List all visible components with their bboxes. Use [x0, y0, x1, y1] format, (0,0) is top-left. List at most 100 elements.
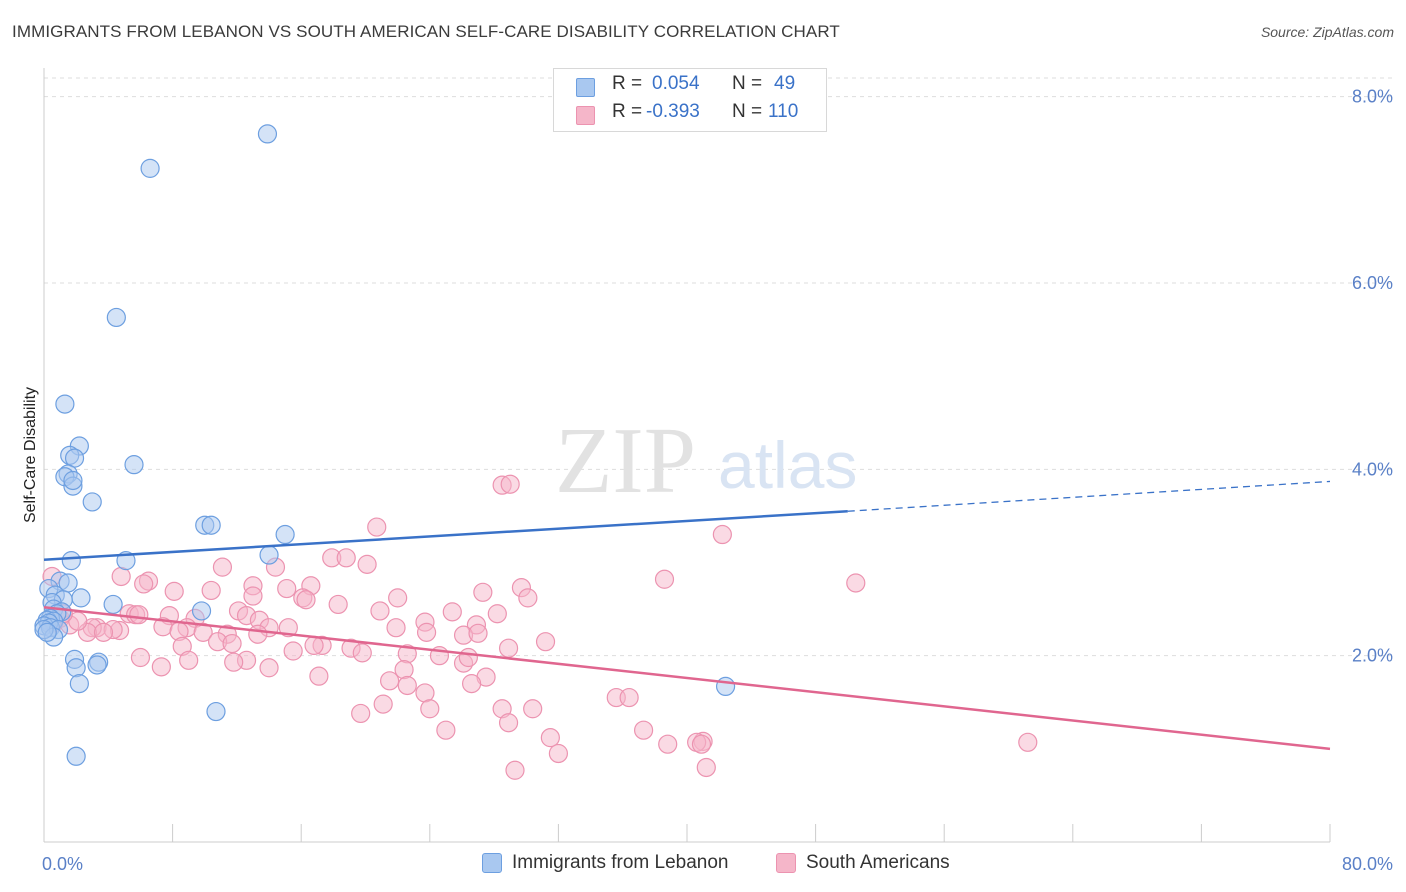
data-point-south-americans	[548, 743, 569, 764]
y-tick-label: 8.0%	[1352, 87, 1393, 107]
data-point-south-americans	[420, 699, 440, 719]
legend-label-lebanon: Immigrants from Lebanon	[512, 852, 729, 873]
data-point-lebanon	[37, 622, 57, 642]
watermark: ZIP atlas	[555, 409, 857, 513]
data-point-south-americans	[619, 687, 639, 708]
x-tick-label: 0.0%	[42, 854, 83, 874]
data-point-south-americans	[380, 671, 400, 691]
data-point-south-americans	[505, 760, 525, 780]
data-point-south-americans	[473, 582, 493, 602]
y-axis-title: Self-Care Disability	[22, 387, 39, 523]
data-point-south-americans	[633, 720, 654, 740]
trend-line-lebanon-extension	[847, 480, 1331, 512]
stats-n-value: 49	[774, 73, 796, 94]
data-point-south-americans	[500, 474, 520, 494]
stats-r-value: -0.393	[646, 101, 700, 122]
data-point-lebanon	[106, 307, 126, 328]
data-point-south-americans	[658, 734, 678, 754]
data-point-south-americans	[111, 566, 131, 587]
data-point-south-americans	[224, 652, 244, 672]
data-point-south-americans	[373, 694, 393, 714]
legend-label-south-americans: South Americans	[806, 852, 950, 873]
data-point-south-americans	[436, 720, 456, 740]
legend: Immigrants from Lebanon South Americans	[0, 852, 1406, 878]
data-point-lebanon	[103, 594, 123, 615]
data-point-lebanon	[66, 746, 86, 766]
data-point-lebanon	[191, 601, 212, 621]
data-point-south-americans	[523, 699, 543, 719]
data-point-south-americans	[535, 632, 556, 652]
data-point-south-americans	[278, 618, 298, 638]
stats-row-lebanon: R = 0.054 N = 49	[554, 73, 826, 101]
legend-swatch-lebanon	[482, 853, 502, 873]
data-point-south-americans	[201, 580, 221, 601]
data-point-south-americans	[179, 650, 199, 670]
stats-n-label: N =	[732, 73, 763, 94]
data-point-south-americans	[654, 569, 675, 589]
source-label: Source: ZipAtlas.com	[1260, 24, 1394, 40]
stats-box: R = 0.054 N = 49 R = -0.393 N = 110	[553, 68, 827, 132]
data-point-south-americans	[283, 641, 303, 661]
data-point-south-americans	[367, 517, 387, 537]
data-point-south-americans	[129, 605, 149, 625]
axes	[43, 68, 1331, 843]
data-point-south-americans	[370, 601, 390, 621]
y-tick-label: 4.0%	[1352, 459, 1393, 479]
data-point-south-americans	[151, 657, 171, 677]
data-point-south-americans	[243, 586, 263, 606]
data-point-south-americans	[498, 638, 519, 658]
data-point-south-americans	[259, 658, 279, 678]
data-point-south-americans	[1018, 732, 1038, 752]
data-point-south-americans	[248, 624, 268, 644]
south-americans-points	[42, 474, 1038, 780]
data-point-south-americans	[498, 713, 519, 733]
data-point-south-americans	[309, 666, 329, 686]
data-point-south-americans	[518, 588, 538, 608]
trend-line-south-americans	[43, 605, 1331, 751]
data-point-south-americans	[487, 604, 507, 624]
data-point-south-americans	[134, 574, 154, 594]
lebanon-points	[34, 124, 736, 766]
data-point-lebanon	[201, 515, 221, 535]
stats-n-label: N =	[732, 101, 763, 122]
x-tick-label: 80.0%	[1342, 854, 1393, 874]
data-point-south-americans	[846, 573, 866, 593]
data-point-lebanon	[55, 394, 75, 414]
trend-lines	[43, 480, 1331, 751]
data-point-south-americans	[461, 674, 482, 694]
data-point-lebanon	[87, 655, 107, 675]
trend-line-lebanon	[43, 509, 848, 561]
legend-swatch-south-americans	[776, 853, 796, 873]
gridlines	[44, 77, 1392, 657]
stats-swatch-lebanon	[576, 78, 595, 97]
data-point-south-americans	[712, 524, 732, 545]
data-point-south-americans	[458, 647, 478, 668]
stats-n-value: 110	[768, 101, 799, 122]
data-point-south-americans	[277, 578, 297, 599]
data-point-south-americans	[442, 602, 462, 622]
data-point-south-americans	[468, 623, 488, 643]
data-point-lebanon	[82, 492, 102, 512]
tick-labels: 2.0% 4.0% 6.0% 8.0% 0.0% 80.0%	[42, 87, 1393, 874]
data-point-south-americans	[130, 647, 151, 668]
data-point-south-americans	[212, 557, 233, 577]
data-point-south-americans	[397, 675, 417, 696]
stats-swatch-south-americans	[576, 106, 595, 125]
data-point-south-americans	[416, 622, 437, 642]
data-point-lebanon	[715, 676, 736, 697]
data-point-lebanon	[259, 545, 279, 565]
data-point-lebanon	[206, 701, 226, 722]
data-point-lebanon	[61, 551, 81, 571]
y-tick-label: 6.0%	[1352, 273, 1393, 293]
watermark-zip: ZIP	[555, 409, 696, 513]
chart-title: IMMIGRANTS FROM LEBANON VS SOUTH AMERICA…	[12, 22, 840, 41]
data-point-south-americans	[193, 622, 213, 642]
data-point-south-americans	[93, 622, 114, 642]
stats-r-label: R =	[612, 73, 643, 94]
data-point-lebanon	[124, 455, 144, 475]
data-point-south-americans	[540, 728, 560, 748]
data-point-south-americans	[336, 548, 356, 568]
y-tick-label: 2.0%	[1352, 646, 1393, 666]
stats-r-value: 0.054	[652, 73, 700, 94]
